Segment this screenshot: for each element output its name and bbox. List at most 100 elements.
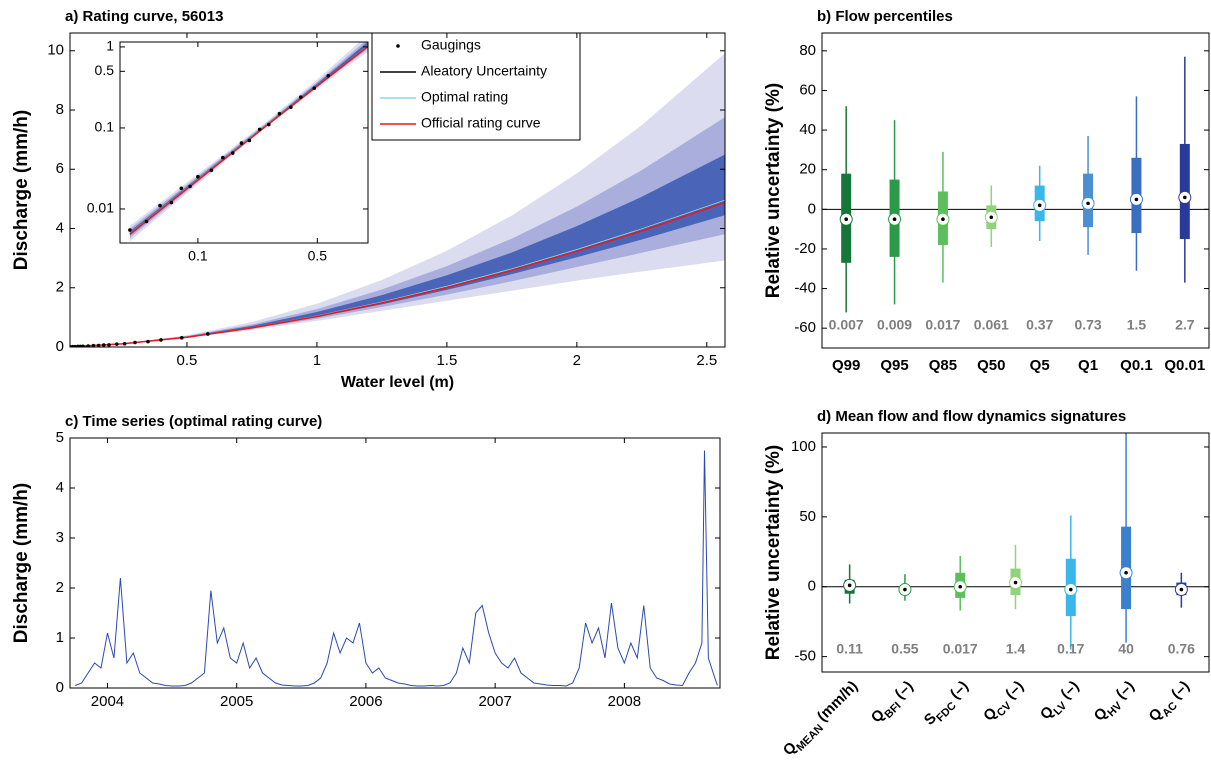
legend-label: Aleatory Uncertainty [421, 63, 547, 79]
x-tick-label: 0.5 [308, 248, 328, 264]
y-tick-label: 80 [799, 42, 816, 59]
gauging-point [179, 336, 184, 340]
x-tick-label: 2006 [349, 693, 382, 710]
rating-line [129, 45, 368, 235]
x-tick-label: QBFI (–) [868, 678, 920, 730]
chart-title: a) Rating curve, 56013 [65, 8, 223, 25]
gauging-point [133, 340, 137, 345]
flow-label: 40 [1118, 641, 1134, 657]
median-dot [1086, 201, 1090, 206]
gauging-point [209, 168, 214, 173]
plot-area [119, 41, 369, 244]
gauging-point [91, 343, 96, 347]
flow-line [74, 450, 718, 687]
chart-title: d) Mean flow and flow dynamics signature… [817, 408, 1126, 425]
uncertainty-band [70, 154, 725, 347]
plot-layer [74, 450, 718, 687]
y-tick-label: -20 [794, 240, 816, 257]
y-axis-label: Discharge (mm/h) [11, 483, 32, 643]
gauging-point [96, 343, 101, 347]
median-dot [958, 584, 963, 589]
y-tick-label: 4 [56, 479, 64, 496]
y-tick-label: 5 [56, 429, 64, 446]
y-tick-label: 60 [799, 81, 816, 98]
gauging-point [289, 105, 293, 110]
median-dot [1179, 587, 1184, 592]
flow-label: 0.009 [877, 317, 912, 333]
y-axis-label: Relative uncertainty (%) [763, 445, 784, 660]
gauging-point [122, 341, 127, 346]
x-tick-label: 0.5 [177, 352, 198, 369]
gauging-point [169, 200, 174, 205]
y-tick-label: 20 [799, 161, 816, 178]
y-tick-label: -50 [794, 648, 816, 665]
median-dot [1134, 197, 1139, 202]
y-tick-label: 0.1 [95, 119, 115, 135]
y-tick-label: 0 [56, 679, 64, 696]
gauging-point [221, 155, 225, 160]
flow-label: 0.17 [1057, 641, 1084, 657]
median-dot [903, 587, 907, 592]
gauging-point [266, 122, 271, 127]
y-tick-label: 2 [56, 579, 64, 596]
chart-title: c) Time series (optimal rating curve) [65, 413, 322, 430]
x-tick-label: Q99 [832, 357, 860, 374]
flow-label: 1.4 [1006, 641, 1026, 657]
y-tick-label: 0 [808, 578, 816, 595]
y-tick-label: 4 [56, 219, 64, 236]
flow-label: 1.5 [1127, 317, 1147, 333]
gauging-point [128, 228, 132, 232]
y-tick-label: 40 [799, 121, 816, 138]
flow-label: 0.007 [829, 317, 864, 333]
x-tick-label: 2.5 [696, 352, 717, 369]
x-tick-label: QCV (–) [980, 678, 1030, 728]
x-tick-label: Q50 [977, 357, 1005, 374]
y-tick-label: 2 [56, 279, 64, 296]
flow-label: 0.55 [891, 641, 918, 657]
flow-label: 0.73 [1074, 317, 1101, 333]
gauging-point [239, 141, 244, 145]
y-tick-label: 8 [56, 101, 64, 118]
y-tick-label: 0.01 [87, 200, 114, 216]
x-tick-label: QHV (–) [1091, 678, 1141, 728]
flow-label: 0.11 [836, 641, 863, 657]
median-dot [847, 583, 852, 588]
x-tick-label: Q95 [880, 357, 908, 374]
legend-box [371, 32, 581, 141]
chart-title: b) Flow percentiles [817, 8, 953, 25]
gauging-point [107, 343, 111, 347]
gauging-point [188, 184, 192, 189]
median-dot [844, 217, 848, 222]
gauging-point [144, 219, 149, 224]
y-tick-label: 6 [56, 160, 64, 177]
gauging-point [179, 186, 184, 191]
gauging-point [196, 174, 200, 179]
x-tick-label: 1.5 [436, 352, 457, 369]
gauging-point [247, 138, 252, 143]
inset-layer [128, 42, 368, 242]
flow-label: 2.7 [1175, 317, 1195, 333]
y-tick-label: 1 [56, 629, 64, 646]
y-tick-label: 0 [808, 200, 816, 217]
gauging-point [159, 338, 163, 342]
gauging-point [114, 342, 119, 346]
median-dot [1013, 580, 1018, 585]
gauging-point [81, 344, 85, 347]
gauging-point [230, 151, 235, 155]
median-dot [1183, 195, 1187, 200]
legend-label: Gaugings [421, 37, 481, 53]
x-tick-label: 0.1 [188, 248, 208, 264]
plot-area [821, 432, 1210, 673]
median-dot [1068, 587, 1073, 592]
x-tick-label: QAC (–) [1146, 678, 1196, 728]
x-tick-label: SFDC (–) [921, 678, 975, 732]
x-tick-label: 2007 [478, 693, 511, 710]
x-tick-label: 2008 [608, 693, 641, 710]
y-tick-label: 100 [791, 438, 816, 455]
x-tick-label: 2004 [91, 693, 124, 710]
legend-label: Optimal rating [421, 89, 508, 105]
flow-label: 0.37 [1026, 317, 1053, 333]
x-tick-label: 2005 [220, 693, 253, 710]
legend-marker [396, 44, 400, 48]
